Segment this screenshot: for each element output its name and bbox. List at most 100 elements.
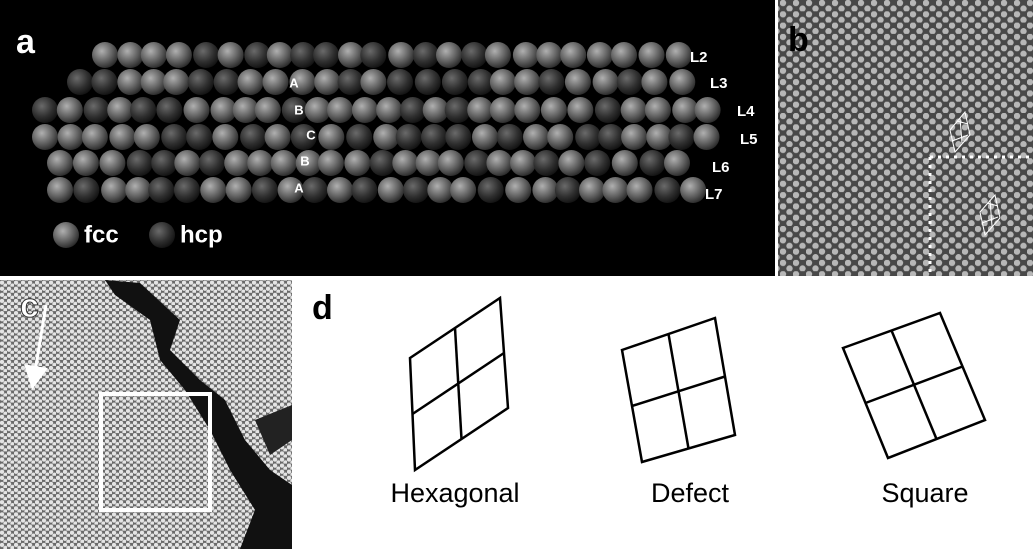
sphere <box>467 97 493 123</box>
sphere <box>415 69 441 95</box>
sphere <box>263 69 289 95</box>
sphere <box>214 69 240 95</box>
sphere <box>117 42 143 68</box>
sphere <box>148 177 174 203</box>
sphere <box>47 177 73 203</box>
sphere <box>73 177 99 203</box>
sphere <box>318 150 344 176</box>
sphere <box>575 124 601 150</box>
sphere <box>523 124 549 150</box>
sphere <box>621 124 647 150</box>
sphere <box>166 42 192 68</box>
sphere <box>302 177 328 203</box>
panel-c: c <box>0 280 292 549</box>
sphere <box>314 69 340 95</box>
sphere <box>513 42 539 68</box>
sphere <box>490 69 516 95</box>
panel-label: b <box>788 21 809 59</box>
sphere <box>646 124 672 150</box>
panel-a: a L2L3L4L5L6L7ABCBA fcc hcp <box>0 0 775 276</box>
sphere <box>184 97 210 123</box>
sphere <box>67 69 93 95</box>
sphere <box>346 124 372 150</box>
sphere <box>639 42 665 68</box>
sphere <box>163 69 189 95</box>
sphere <box>388 42 414 68</box>
sphere <box>427 177 453 203</box>
sphere <box>621 97 647 123</box>
sphere <box>161 124 187 150</box>
sphere <box>510 150 536 176</box>
sphere <box>338 42 364 68</box>
sphere <box>567 97 593 123</box>
stacking-label: A <box>289 75 299 90</box>
sphere <box>244 42 270 68</box>
sphere <box>514 97 540 123</box>
sphere <box>218 42 244 68</box>
legend-label: hcp <box>180 221 223 248</box>
layer-label: L6 <box>712 159 730 176</box>
sphere <box>514 69 540 95</box>
sphere <box>587 42 613 68</box>
sphere <box>442 69 468 95</box>
sphere <box>547 124 573 150</box>
sphere <box>672 97 698 123</box>
sphere <box>627 177 653 203</box>
sphere <box>360 69 386 95</box>
sphere <box>565 69 591 95</box>
sphere <box>645 97 671 123</box>
sphere <box>141 69 167 95</box>
layer-label: L3 <box>710 75 728 92</box>
legend-label: fcc <box>84 221 119 248</box>
stacking-label: B <box>300 153 309 168</box>
sphere <box>593 69 619 95</box>
sphere <box>117 69 143 95</box>
sphere <box>344 150 370 176</box>
sphere <box>558 150 584 176</box>
sphere <box>617 69 643 95</box>
sphere <box>255 97 281 123</box>
sphere <box>82 124 108 150</box>
sphere <box>472 124 498 150</box>
sphere <box>47 150 73 176</box>
sphere <box>533 150 559 176</box>
sphere <box>57 97 83 123</box>
sphere <box>186 124 212 150</box>
sphere <box>174 150 200 176</box>
sphere <box>611 42 637 68</box>
sphere <box>612 150 638 176</box>
sphere <box>669 69 695 95</box>
sphere <box>84 97 110 123</box>
sphere <box>387 69 413 95</box>
sphere <box>413 42 439 68</box>
sphere <box>271 150 297 176</box>
sphere <box>695 97 721 123</box>
sphere <box>92 42 118 68</box>
sphere <box>579 177 605 203</box>
sphere <box>445 97 471 123</box>
sphere <box>392 150 418 176</box>
sphere <box>73 150 99 176</box>
lattice-line <box>632 377 725 407</box>
panel-b: b <box>778 0 1033 276</box>
sphere <box>680 177 706 203</box>
sphere <box>290 42 316 68</box>
sphere <box>156 97 182 123</box>
sphere <box>360 42 386 68</box>
sphere <box>694 124 720 150</box>
sphere <box>445 124 471 150</box>
sphere <box>400 97 426 123</box>
sphere <box>668 124 694 150</box>
sphere <box>416 150 442 176</box>
stacking-label: A <box>294 180 304 195</box>
sphere <box>99 150 125 176</box>
sphere <box>252 177 278 203</box>
sphere <box>305 97 331 123</box>
stacking-label: B <box>294 102 303 117</box>
sphere <box>32 97 58 123</box>
sphere <box>130 97 156 123</box>
panel-d: d Hexagonal Defect Square <box>312 289 985 508</box>
sphere <box>396 124 422 150</box>
sphere <box>318 124 344 150</box>
sphere <box>338 69 364 95</box>
